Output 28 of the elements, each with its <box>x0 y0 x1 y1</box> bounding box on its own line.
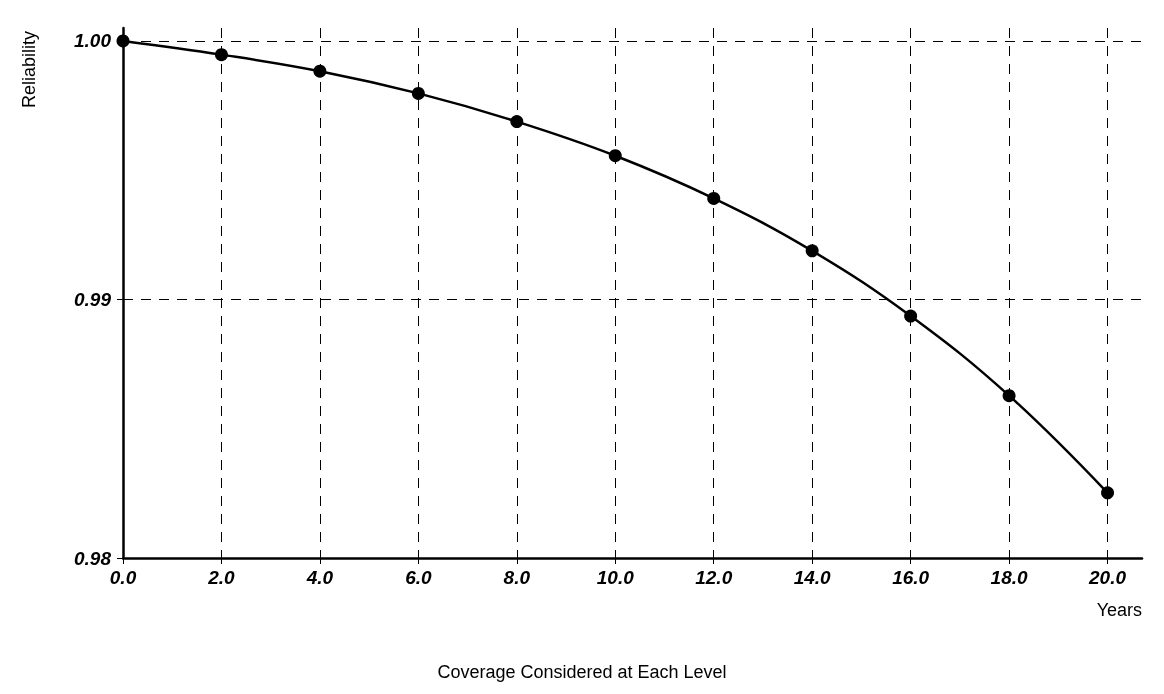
point <box>707 191 721 205</box>
x-tick-label: 18.0 <box>990 567 1029 588</box>
x-tick-label: 0.0 <box>109 567 137 588</box>
y-tick-label: 1.00 <box>74 30 112 52</box>
point <box>608 149 622 163</box>
point <box>214 48 228 62</box>
point <box>1101 486 1115 500</box>
point <box>313 64 327 78</box>
x-tick-label: 4.0 <box>305 567 334 588</box>
x-tick-label: 20.0 <box>1088 567 1127 588</box>
x-axis-title: Years <box>1096 600 1143 620</box>
x-tick-label: 8.0 <box>503 567 531 588</box>
point <box>805 244 819 258</box>
point <box>411 86 425 100</box>
x-tick-label: 16.0 <box>892 567 930 588</box>
y-tick-label: 0.99 <box>74 288 112 310</box>
x-tick-label: 2.0 <box>207 567 236 588</box>
point <box>904 309 918 323</box>
point <box>1002 389 1016 403</box>
x-tick-label: 12.0 <box>695 567 733 588</box>
x-tick-label: 10.0 <box>596 567 635 588</box>
y-tick-label: 0.98 <box>74 547 112 569</box>
text: Coverage Considered at Each Level <box>437 662 727 682</box>
y-axis-title: Reliability <box>19 30 39 108</box>
x-tick-label: 14.0 <box>793 567 832 588</box>
point <box>116 34 130 48</box>
x-tick-label: 6.0 <box>405 567 432 588</box>
point <box>510 115 524 129</box>
